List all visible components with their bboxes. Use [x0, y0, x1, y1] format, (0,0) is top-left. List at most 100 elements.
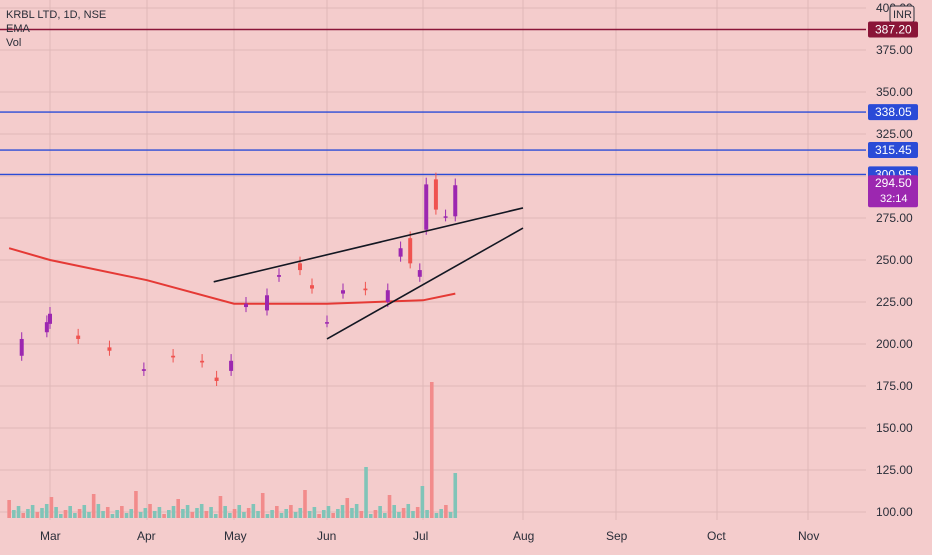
volume-bar	[232, 509, 237, 518]
candle	[443, 216, 448, 218]
volume-bar	[270, 510, 274, 518]
last-price-tag	[868, 175, 918, 208]
volume-bar	[228, 513, 232, 518]
candle	[408, 238, 413, 264]
y-tick-label: 375.00	[876, 43, 913, 57]
volume-bar	[378, 506, 382, 518]
volume-bar	[44, 504, 49, 518]
volume-bar	[162, 514, 166, 518]
volume-bar	[383, 513, 387, 518]
price-tag	[868, 142, 918, 159]
volume-bar	[101, 511, 105, 518]
volume-bar	[401, 508, 406, 518]
volume-bar	[96, 504, 101, 518]
volume-bar	[40, 508, 44, 518]
volume-bar	[326, 506, 331, 518]
x-tick-label: Apr	[137, 529, 156, 543]
volume-bar	[148, 504, 152, 518]
x-tick-label: Jun	[317, 529, 336, 543]
volume-bar	[448, 512, 453, 518]
trendline-1[interactable]	[213, 207, 524, 283]
volume-bar	[35, 512, 40, 518]
volume-bar	[68, 506, 72, 518]
candle	[107, 347, 112, 351]
y-tick-label: 275.00	[876, 211, 913, 225]
volume-bar	[213, 514, 218, 518]
x-tick-label: Mar	[40, 529, 61, 543]
candle	[277, 275, 281, 277]
volume-bar	[129, 509, 134, 518]
candle	[229, 360, 234, 371]
last-price-label: 294.50	[875, 176, 912, 190]
candle	[424, 184, 429, 230]
candle	[417, 270, 422, 277]
candle	[325, 322, 329, 324]
volume-bar	[312, 507, 317, 518]
volume-bar	[223, 506, 227, 518]
volume-bar	[138, 512, 143, 518]
volume-bar	[237, 505, 242, 518]
ema-line	[8, 247, 456, 305]
volume-bar	[218, 496, 223, 518]
volume-bar	[77, 509, 82, 518]
volume-bar	[73, 513, 77, 518]
volume-bar	[359, 511, 364, 518]
volume-bar	[91, 494, 96, 518]
volume-bar	[368, 514, 373, 518]
x-tick-label: Oct	[707, 529, 726, 543]
volume-bar	[157, 507, 162, 518]
candle	[453, 185, 458, 217]
candle	[398, 248, 403, 257]
candle	[385, 290, 390, 302]
volume-bar	[176, 499, 180, 518]
volume-bar	[204, 511, 209, 518]
volume-bar	[16, 506, 21, 518]
volume-bar	[49, 497, 54, 518]
y-tick-label: 150.00	[876, 421, 913, 435]
volume-bar	[331, 513, 335, 518]
x-tick-label: Sep	[606, 529, 628, 543]
volume-bar	[7, 500, 11, 518]
volume-bar	[105, 507, 110, 518]
x-tick-label: Aug	[513, 529, 534, 543]
y-tick-label: 175.00	[876, 379, 913, 393]
x-tick-label: Nov	[798, 529, 819, 543]
volume-bar	[364, 467, 368, 518]
volume-bar	[190, 512, 195, 518]
trendline-2[interactable]	[326, 227, 524, 340]
candle	[214, 377, 219, 381]
volume-bar	[30, 505, 35, 518]
volume-bar	[411, 511, 415, 518]
volume-bar	[387, 495, 392, 518]
volume-bar	[336, 509, 340, 518]
bar-countdown: 32:14	[880, 193, 908, 205]
volume-bar	[439, 509, 443, 518]
volume-indicator-label[interactable]: Vol	[6, 37, 22, 49]
volume-bar	[124, 513, 129, 518]
candle	[76, 335, 81, 339]
volume-bar	[420, 486, 425, 518]
volume-bar	[275, 506, 279, 518]
symbol-label[interactable]: KRBL LTD, 1D, NSE	[6, 9, 107, 21]
volume-bar	[354, 504, 359, 518]
y-tick-label: 100.00	[876, 505, 913, 519]
volume-bar	[12, 510, 16, 518]
volume-bar	[58, 514, 63, 518]
candle	[244, 303, 248, 308]
ema-indicator-label[interactable]: EMA	[6, 23, 30, 35]
candle	[200, 360, 205, 363]
price-tag-label: 315.45	[875, 143, 912, 157]
y-tick-label: 350.00	[876, 85, 913, 99]
volume-bar	[289, 505, 293, 518]
y-tick-label: 250.00	[876, 253, 913, 267]
volume-bar	[317, 514, 321, 518]
volume-bar	[242, 512, 246, 518]
volume-bar	[167, 510, 171, 518]
volume-bar	[340, 505, 345, 518]
volume-bar	[181, 509, 185, 518]
volume-bar	[345, 498, 350, 518]
volume-bar	[110, 514, 115, 518]
candle	[310, 285, 314, 289]
